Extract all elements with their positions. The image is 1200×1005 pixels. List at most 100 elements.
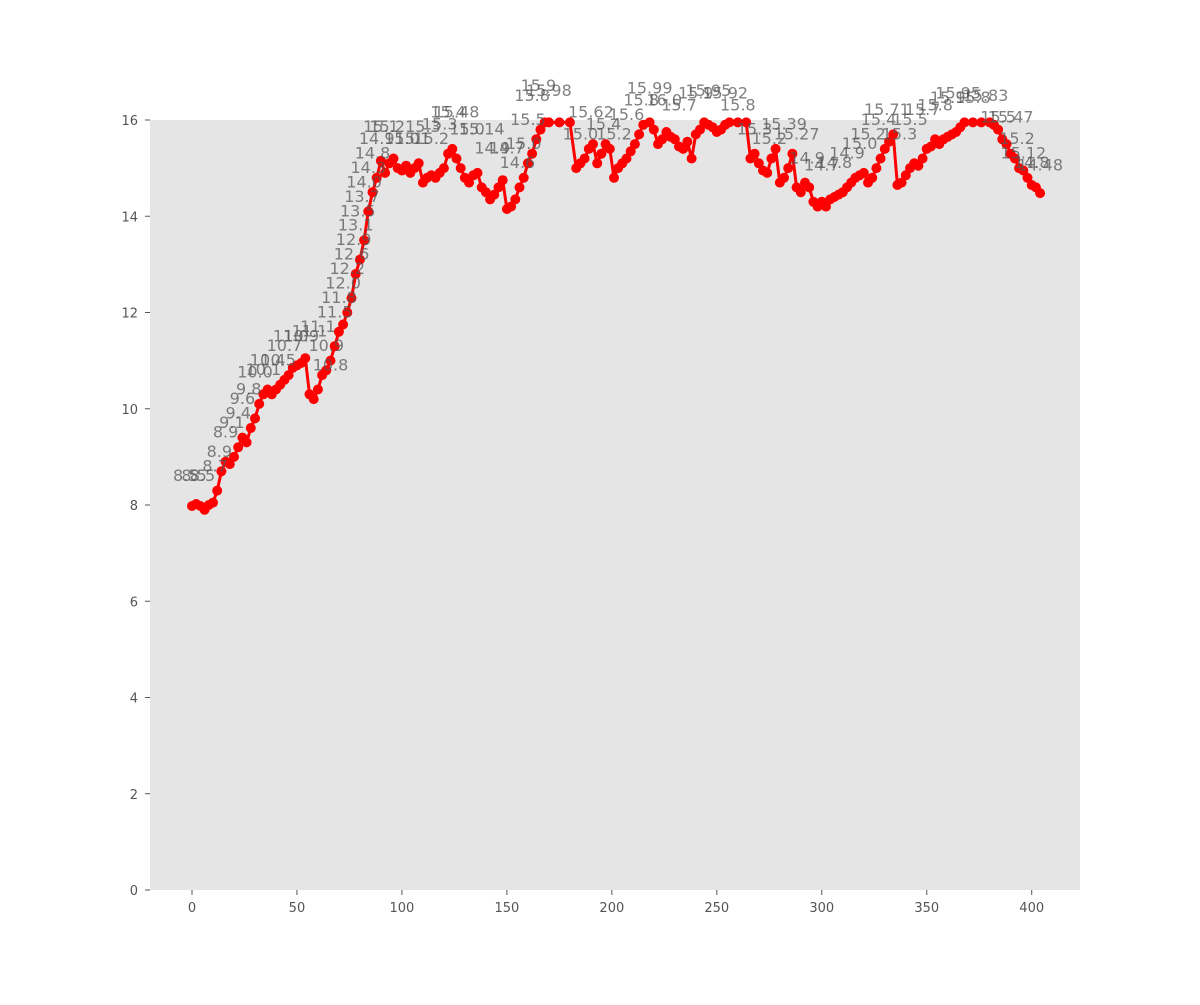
- data-label: 15.39: [761, 115, 807, 134]
- data-label: 11.0: [273, 326, 309, 345]
- data-point: [342, 307, 353, 318]
- data-point: [554, 117, 565, 128]
- data-label: 14.9: [789, 148, 825, 167]
- data-point: [333, 326, 344, 337]
- data-point: [254, 398, 265, 409]
- data-label: 15.3: [882, 124, 918, 143]
- x-tick-label: 400: [1019, 901, 1044, 916]
- data-label: 8.9: [207, 442, 232, 461]
- data-point: [375, 155, 386, 166]
- data-label: 15.2: [999, 129, 1035, 148]
- data-label: 11.5: [317, 302, 353, 321]
- data-point: [795, 187, 806, 198]
- data-label: 15.47: [988, 107, 1034, 126]
- data-label: 15.0: [506, 134, 542, 153]
- data-label: 14.9: [829, 144, 865, 163]
- data-point: [787, 148, 798, 159]
- data-label: 15.9: [678, 83, 714, 102]
- data-label: 15.14: [459, 119, 505, 138]
- data-point: [312, 384, 323, 395]
- data-label: 10.4: [250, 350, 286, 369]
- data-label: 14.8: [817, 153, 853, 172]
- data-point: [518, 172, 529, 183]
- x-tick-label: 100: [390, 901, 415, 916]
- x-tick-label: 300: [809, 901, 834, 916]
- x-tick-label: 150: [494, 901, 519, 916]
- data-point: [592, 158, 603, 169]
- data-point: [1001, 139, 1012, 150]
- data-point: [732, 117, 743, 128]
- data-point: [413, 158, 424, 169]
- data-point: [447, 143, 458, 154]
- data-label: 9.4: [225, 403, 250, 422]
- data-label: 15.7: [661, 95, 697, 114]
- data-label: 8.9: [213, 423, 238, 442]
- data-label: 14.9: [474, 139, 510, 158]
- data-point: [858, 167, 869, 178]
- data-point: [648, 124, 659, 135]
- data-label: 15.6: [609, 105, 645, 124]
- data-label: 15.95: [935, 83, 981, 102]
- data-point: [888, 129, 899, 140]
- data-label: 10.5: [260, 350, 296, 369]
- data-label: 15.8: [955, 88, 991, 107]
- data-point: [967, 117, 978, 128]
- data-point: [245, 423, 256, 433]
- data-label: 15.0: [563, 124, 599, 143]
- series-layer: [187, 117, 1046, 515]
- data-point: [472, 167, 483, 178]
- data-point: [766, 153, 777, 164]
- data-point: [604, 143, 615, 154]
- data-point: [871, 163, 882, 174]
- data-point: [629, 139, 640, 150]
- data-label: 15.48: [434, 103, 480, 122]
- data-point: [543, 117, 554, 128]
- data-label: 14.48: [1017, 156, 1063, 175]
- data-label: 15.4: [861, 110, 897, 129]
- data-label: 11.1: [292, 322, 328, 341]
- data-point: [527, 148, 538, 159]
- data-point: [438, 163, 449, 174]
- data-label: 15.8: [917, 95, 953, 114]
- data-label: 14.7: [489, 139, 525, 158]
- data-label: 12.2: [329, 259, 365, 278]
- data-label: 15.3: [422, 115, 458, 134]
- data-point: [959, 117, 970, 128]
- data-label: 15.12: [1000, 144, 1046, 163]
- data-point: [380, 167, 391, 178]
- data-point: [896, 177, 907, 188]
- plot-area-background: [150, 120, 1080, 890]
- y-tick-label: 2: [130, 788, 138, 803]
- data-label: 11.8: [321, 288, 357, 307]
- data-label: 15.0: [384, 129, 420, 148]
- data-label: 15.2: [596, 124, 632, 143]
- data-point: [388, 153, 399, 164]
- data-label: 10.9: [283, 326, 319, 345]
- data-label: 15.4: [586, 115, 622, 134]
- data-point: [346, 293, 357, 304]
- data-point: [564, 117, 575, 128]
- data-labels-layer: 8.58.58.58.78.98.99.19.49.69.810.010.110…: [173, 76, 1063, 485]
- data-point: [588, 139, 598, 150]
- data-point: [779, 172, 789, 183]
- y-tick-label: 0: [130, 884, 138, 899]
- data-label: 10.8: [313, 355, 349, 374]
- data-label: 15.3: [737, 119, 773, 138]
- data-label: 15.98: [526, 81, 572, 100]
- data-label: 8.5: [181, 466, 206, 485]
- data-point: [917, 153, 928, 164]
- data-point: [208, 497, 218, 508]
- data-label: 14.8: [1014, 153, 1050, 172]
- data-point: [1018, 165, 1029, 176]
- data-label: 15.5: [892, 110, 928, 129]
- data-point: [283, 370, 294, 381]
- data-point: [510, 194, 521, 205]
- data-label: 8.5: [190, 466, 215, 485]
- data-label: 15.5: [980, 107, 1016, 126]
- data-label: 15.71: [864, 100, 910, 119]
- data-label: 15.0: [842, 134, 878, 153]
- data-point: [762, 167, 773, 178]
- data-point: [338, 319, 349, 330]
- data-point: [367, 187, 378, 198]
- data-label: 14.7: [804, 156, 840, 175]
